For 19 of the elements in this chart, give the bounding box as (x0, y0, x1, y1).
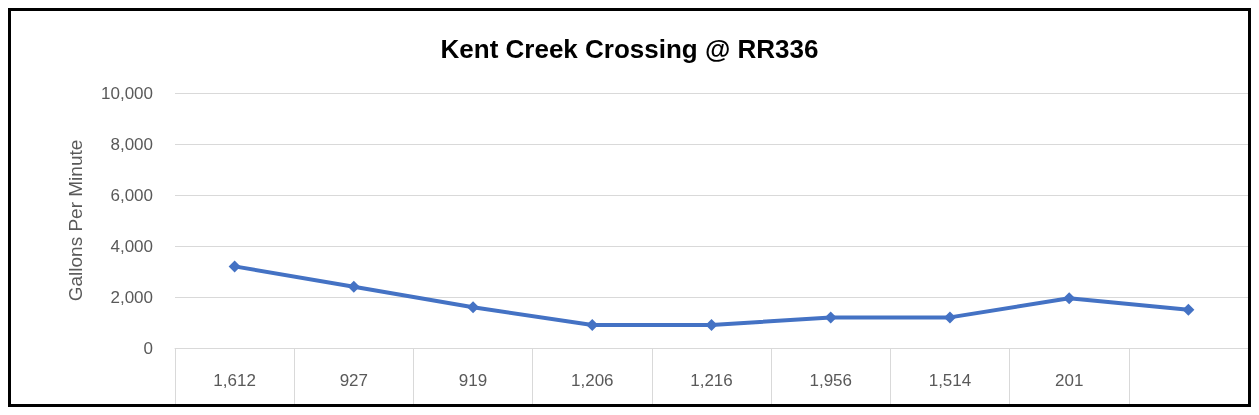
y-tick-label: 10,000 (101, 83, 153, 103)
x-tick-label: 1,216 (690, 371, 733, 390)
y-axis-title: Gallons Per Minute (65, 139, 86, 302)
point (228, 260, 241, 273)
x-tick-label: 927 (339, 371, 369, 390)
y-tick-label: 4,000 (110, 236, 153, 256)
chart-title: Kent Creek Crossing @ RR336 (440, 34, 819, 64)
x-tick-label: 1,612 (213, 371, 256, 390)
point (1182, 303, 1195, 316)
x-tick-label: 201 (1054, 371, 1084, 390)
y-tick-label: 8,000 (110, 134, 153, 154)
x-tick-label: 919 (458, 371, 488, 390)
x-tick-label: 1,206 (571, 371, 614, 390)
y-tick-label: 6,000 (110, 185, 153, 205)
point (347, 280, 360, 293)
x-tick-label: 1,514 (928, 371, 972, 390)
x-tick-label: 1,956 (809, 371, 852, 390)
y-tick-label: 2,000 (110, 287, 153, 307)
y-tick-label: 0 (143, 338, 153, 358)
